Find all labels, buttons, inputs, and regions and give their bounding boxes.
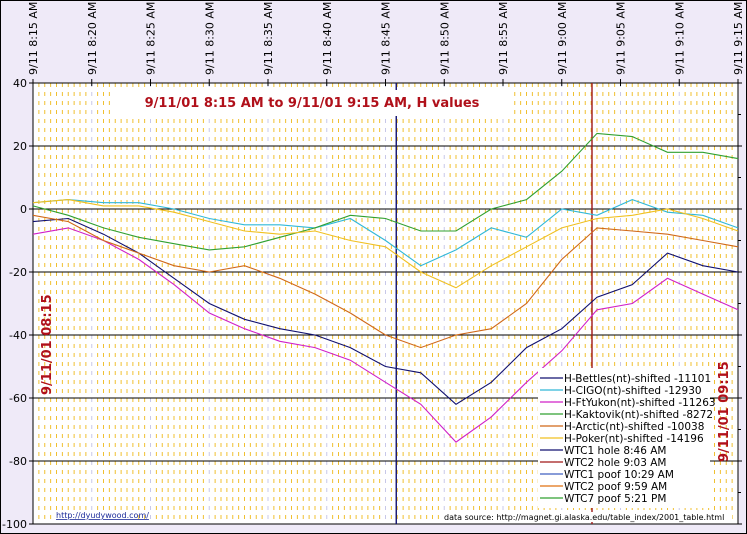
title-box — [112, 90, 512, 116]
series-line — [32, 217, 739, 405]
x-tick-label: 9/11 8:40 AM — [321, 2, 334, 75]
y-tick-label: -40 — [9, 329, 27, 342]
x-axis-ticks: 9/11 8:15 AM 9/11 8:20 AM 9/11 8:25 AM 9/11… — [27, 2, 745, 86]
x-tick-label: 9/11 9:00 AM — [556, 2, 569, 75]
x-tick-label: 9/11 8:30 AM — [203, 2, 216, 75]
legend-item: H-Bettles(nt)-shifted -11101 — [564, 373, 711, 385]
x-tick-label: 9/11 8:35 AM — [262, 2, 275, 75]
legend-item: H-Kaktovik(nt)-shifted -8272 — [564, 409, 713, 421]
y-tick-label: -100 — [2, 518, 27, 531]
footer-source-bg — [440, 512, 732, 522]
data-source-text: data source: http://magnet.gi.alaska.edu… — [444, 513, 724, 522]
x-tick-label: 9/11 9:10 AM — [673, 2, 686, 75]
x-tick-label: 9/11 9:05 AM — [615, 2, 628, 75]
legend-item: H-CIGO(nt)-shifted -12930 — [564, 385, 702, 397]
y-axis-ticks: 40 20 0 -20 -40 -60 -80 -100 — [2, 77, 742, 531]
x-tick-label: 9/11 9:15 AM — [732, 2, 745, 75]
start-time-label: 9/11/01 08:15 — [40, 294, 55, 395]
y-tick-label: -20 — [9, 266, 27, 279]
x-tick-label: 9/11 8:45 AM — [380, 2, 393, 75]
legend-item: WTC1 hole 8:46 AM — [564, 445, 666, 457]
series-line — [32, 132, 739, 251]
x-tick-label: 9/11 8:25 AM — [145, 2, 158, 75]
chart-title: 9/11/01 8:15 AM to 9/11/01 9:15 AM, H va… — [145, 96, 480, 111]
x-tick-label: 9/11 8:55 AM — [497, 2, 510, 75]
legend-item: H-Poker(nt)-shifted -14196 — [564, 433, 704, 445]
legend: H-Bettles(nt)-shifted -11101H-CIGO(nt)-s… — [540, 373, 716, 505]
legend-item: WTC2 poof 9:59 AM — [564, 481, 667, 493]
y-tick-label: 40 — [13, 77, 27, 90]
vertical-gridlines — [38, 83, 733, 524]
legend-box — [538, 368, 710, 508]
y-tick-label: -80 — [9, 455, 27, 468]
footer-link-bg — [52, 510, 138, 520]
footer-link[interactable]: http://dyudywood.com/ — [56, 511, 149, 520]
series-line — [32, 199, 739, 267]
x-tick-label: 9/11 8:15 AM — [27, 2, 40, 75]
y-tick-label: 0 — [20, 203, 27, 216]
legend-item: WTC1 poof 10:29 AM — [564, 469, 674, 481]
y-tick-label: -60 — [9, 392, 27, 405]
legend-item: H-FtYukon(nt)-shifted -11263 — [564, 397, 716, 409]
legend-item: H-Arctic(nt)-shifted -10038 — [564, 421, 704, 433]
legend-item: WTC2 hole 9:03 AM — [564, 457, 666, 469]
x-tick-label: 9/11 8:50 AM — [438, 2, 451, 75]
y-tick-label: 20 — [13, 140, 27, 153]
legend-item: WTC7 poof 5:21 PM — [564, 493, 666, 505]
x-tick-label: 9/11 8:20 AM — [86, 2, 99, 75]
series-line — [32, 214, 739, 349]
series-line — [32, 227, 739, 443]
series-line — [32, 199, 739, 289]
data-series — [32, 132, 739, 443]
end-time-label: 9/11/01 09:15 — [717, 361, 732, 462]
